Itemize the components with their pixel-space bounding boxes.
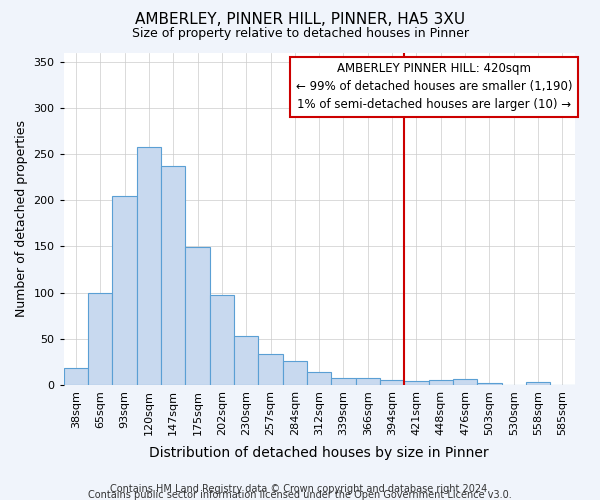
Y-axis label: Number of detached properties: Number of detached properties xyxy=(15,120,28,317)
X-axis label: Distribution of detached houses by size in Pinner: Distribution of detached houses by size … xyxy=(149,446,489,460)
Bar xyxy=(88,292,112,385)
Bar xyxy=(161,166,185,385)
Bar xyxy=(209,296,234,385)
Bar xyxy=(64,368,88,385)
Bar xyxy=(331,378,356,385)
Bar xyxy=(428,380,453,385)
Bar xyxy=(526,382,550,385)
Bar xyxy=(234,336,259,385)
Bar xyxy=(404,381,428,385)
Bar xyxy=(185,248,209,385)
Text: Contains HM Land Registry data © Crown copyright and database right 2024.: Contains HM Land Registry data © Crown c… xyxy=(110,484,490,494)
Text: Contains public sector information licensed under the Open Government Licence v3: Contains public sector information licen… xyxy=(88,490,512,500)
Bar xyxy=(307,372,331,385)
Bar xyxy=(380,380,404,385)
Bar xyxy=(259,354,283,385)
Bar xyxy=(453,380,478,385)
Bar xyxy=(283,361,307,385)
Text: Size of property relative to detached houses in Pinner: Size of property relative to detached ho… xyxy=(131,28,469,40)
Bar xyxy=(356,378,380,385)
Text: AMBERLEY, PINNER HILL, PINNER, HA5 3XU: AMBERLEY, PINNER HILL, PINNER, HA5 3XU xyxy=(135,12,465,28)
Bar xyxy=(137,146,161,385)
Bar xyxy=(478,383,502,385)
Bar xyxy=(112,196,137,385)
Text: AMBERLEY PINNER HILL: 420sqm
← 99% of detached houses are smaller (1,190)
1% of : AMBERLEY PINNER HILL: 420sqm ← 99% of de… xyxy=(296,62,572,112)
